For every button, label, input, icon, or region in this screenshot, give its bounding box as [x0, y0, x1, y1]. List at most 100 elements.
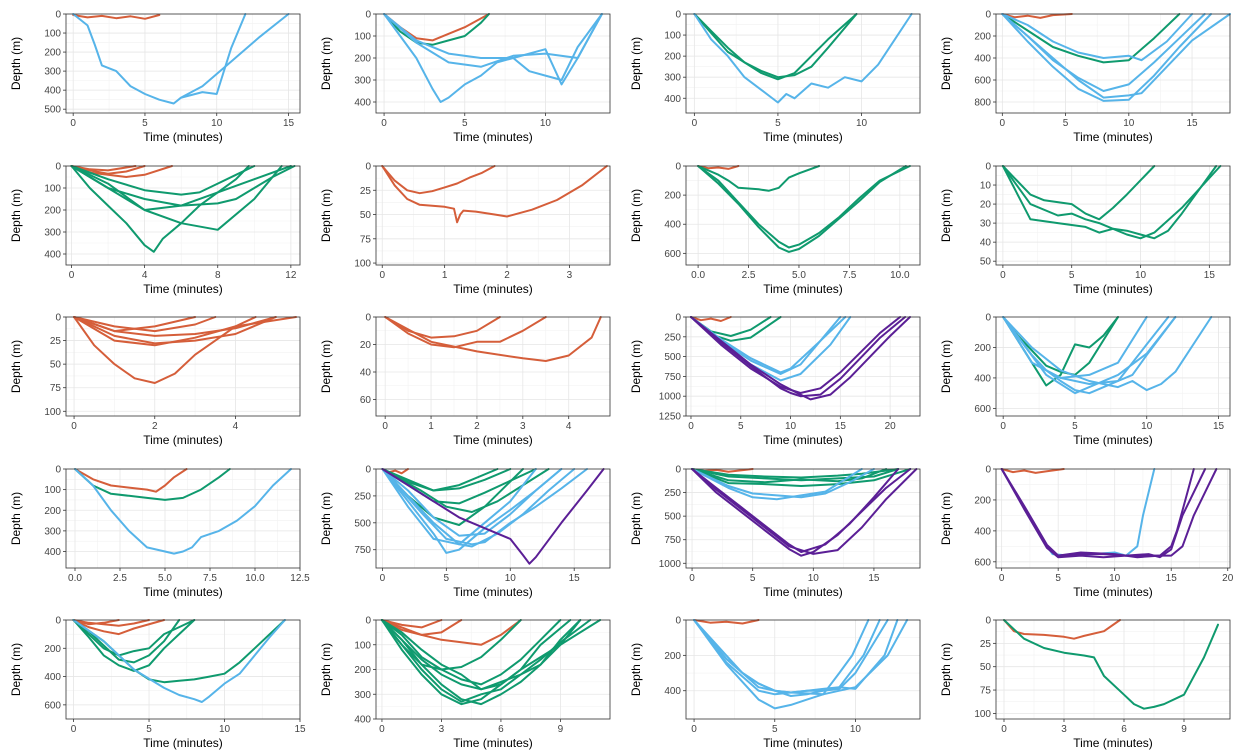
y-tick-label: 200	[664, 651, 681, 662]
series-line-blue	[381, 468, 588, 546]
x-tick-label: 5	[1069, 270, 1075, 281]
x-tick-label: 15	[1166, 573, 1178, 584]
y-tick-label: 400	[974, 526, 991, 537]
x-tick-label: 3	[1061, 724, 1067, 735]
x-axis-label: Time (minutes)	[763, 585, 843, 599]
y-tick-label: 500	[44, 105, 61, 116]
y-tick-label: 600	[974, 76, 991, 87]
x-tick-label: 0	[379, 724, 385, 735]
y-tick-label: 200	[44, 506, 61, 517]
plot-background	[686, 620, 920, 719]
y-tick-label: 400	[354, 715, 371, 726]
series-line-green	[691, 468, 900, 479]
series-line-red	[1000, 468, 1065, 474]
x-tick-label: 0	[692, 118, 698, 129]
y-tick-label: 250	[354, 491, 371, 502]
plot-frame	[375, 165, 611, 266]
series-line-blue	[383, 13, 603, 86]
y-tick-label: 300	[354, 76, 371, 87]
x-tick-label: 9	[558, 724, 564, 735]
x-tick-label: 8	[215, 270, 221, 281]
x-tick-label: 0	[381, 118, 387, 129]
chart-panel: 0 5 10 0 200 400 Time (minutes) Depth (m)	[629, 616, 921, 750]
x-tick-label: 4	[142, 270, 148, 281]
y-tick-label: 200	[664, 191, 681, 202]
series-line-green	[380, 619, 522, 671]
y-tick-label: 500	[354, 518, 371, 529]
x-axis-label: Time (minutes)	[143, 433, 223, 447]
y-tick-label: 400	[974, 373, 991, 384]
series-line-blue	[1002, 316, 1170, 395]
y-axis-label: Depth (m)	[9, 189, 23, 242]
series-line-green	[381, 468, 550, 513]
x-tick-label: 5	[146, 724, 152, 735]
chart-panel: 0 2 4 0 25 50 75 100 Time (minutes) Depth (m)	[9, 313, 301, 447]
x-tick-label: 5	[775, 118, 781, 129]
plot-background	[996, 317, 1230, 416]
series-line-purple	[690, 316, 902, 394]
y-tick-label: 200	[354, 54, 371, 65]
x-tick-label: 10	[211, 118, 223, 129]
y-axis-label: Depth (m)	[319, 37, 333, 90]
x-axis-label: Time (minutes)	[453, 433, 533, 447]
chart-panel: 0 5 10 15 0 250 500 750 1000 Time (minutes) Depth …	[629, 465, 921, 599]
y-tick-label: 600	[974, 404, 991, 415]
series-line-red	[1001, 13, 1073, 19]
x-tick-label: 15	[283, 118, 295, 129]
plot-frame	[65, 316, 301, 417]
series-line-blue	[381, 468, 537, 546]
x-tick-label: 0	[1000, 270, 1006, 281]
x-tick-label: 5	[1063, 118, 1069, 129]
y-tick-label: 200	[44, 644, 61, 655]
plot-background	[996, 469, 1230, 568]
y-tick-label: 60	[360, 395, 372, 406]
y-axis-label: Depth (m)	[9, 492, 23, 545]
y-tick-label: 200	[44, 206, 61, 217]
y-tick-label: 250	[664, 332, 681, 343]
y-tick-label: 600	[664, 249, 681, 260]
series-line-purple	[691, 468, 912, 557]
x-tick-label: 5	[738, 421, 744, 432]
y-tick-label: 400	[664, 686, 681, 697]
plot-background	[996, 14, 1230, 113]
x-tick-label: 10	[1123, 118, 1135, 129]
series-line-red	[73, 316, 217, 333]
x-axis-label: Time (minutes)	[1073, 130, 1153, 144]
x-tick-label: 1	[428, 421, 434, 432]
series-line-green	[70, 165, 256, 196]
x-tick-label: 15	[294, 724, 306, 735]
x-tick-label: 0	[382, 421, 388, 432]
series-line-blue	[1002, 316, 1177, 395]
x-tick-label: 0	[1001, 724, 1007, 735]
y-axis-label: Depth (m)	[629, 492, 643, 545]
series-line-blue	[179, 13, 290, 99]
plot-frame	[995, 316, 1231, 417]
y-tick-label: 0	[365, 616, 371, 627]
plot-frame	[65, 13, 301, 114]
chart-panel: 0 5 10 15 0 200 400 600 Time (minutes) Depth (m)	[9, 616, 306, 751]
x-axis-label: Time (minutes)	[453, 585, 533, 599]
x-tick-label: 5	[750, 573, 756, 584]
plot-frame	[685, 13, 921, 114]
x-axis-label: Time (minutes)	[1073, 282, 1153, 296]
y-tick-label: 0	[675, 313, 681, 324]
x-tick-label: 10	[1135, 270, 1147, 281]
x-tick-label: 15	[868, 573, 880, 584]
x-tick-label: 5.0	[792, 270, 806, 281]
series-line-green	[380, 619, 582, 706]
x-tick-label: 0	[688, 421, 694, 432]
y-tick-label: 400	[44, 86, 61, 97]
x-axis-label: Time (minutes)	[763, 736, 843, 750]
series-line-red	[384, 316, 501, 339]
x-tick-label: 0.0	[691, 270, 705, 281]
plot-frame	[995, 468, 1231, 569]
x-tick-label: 2.5	[113, 573, 127, 584]
series-line-green	[1001, 165, 1222, 240]
plot-background	[376, 469, 610, 568]
series-line-green	[1003, 619, 1219, 710]
y-tick-label: 100	[354, 32, 371, 43]
y-tick-label: 1250	[659, 412, 682, 423]
plot-background	[376, 166, 610, 265]
y-axis-label: Depth (m)	[319, 340, 333, 393]
y-tick-label: 0	[985, 10, 991, 21]
